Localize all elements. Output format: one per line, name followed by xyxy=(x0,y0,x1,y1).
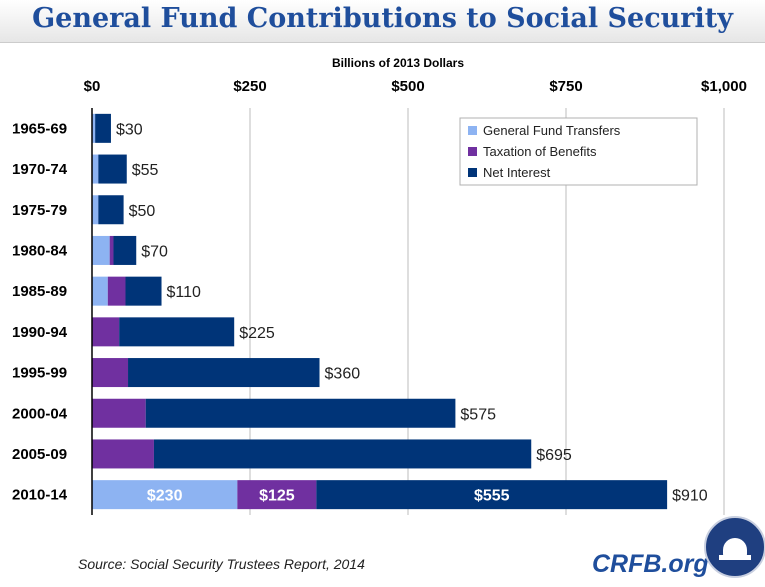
bar-general-fund-transfers xyxy=(92,195,99,225)
bar-net-interest xyxy=(316,480,668,510)
segment-label: $555 xyxy=(474,488,510,505)
segment-label: $125 xyxy=(259,488,295,505)
y-tick-label: 1980-84 xyxy=(12,242,68,259)
y-tick-label: 2000-04 xyxy=(12,405,68,422)
x-tick-label: $0 xyxy=(84,78,101,95)
total-label: $30 xyxy=(116,121,143,138)
y-tick-label: 1970-74 xyxy=(12,161,68,178)
bar-net-interest xyxy=(153,439,532,469)
bar-taxation-of-benefits xyxy=(92,398,146,428)
bar-general-fund-transfers xyxy=(92,154,99,184)
total-label: $910 xyxy=(672,488,708,505)
y-tick-label: 2010-14 xyxy=(12,487,68,504)
total-label: $110 xyxy=(167,284,202,301)
x-axis-label: Billions of 2013 Dollars xyxy=(332,56,464,70)
total-label: $50 xyxy=(129,203,156,220)
x-tick-label: $1,000 xyxy=(701,78,747,95)
bar-net-interest xyxy=(98,154,127,184)
bar-general-fund-transfers xyxy=(92,113,96,143)
bar-net-interest xyxy=(128,358,320,388)
bar-net-interest xyxy=(119,317,235,347)
y-tick-label: 1985-89 xyxy=(12,283,67,300)
legend-swatch xyxy=(468,168,477,177)
bar-net-interest xyxy=(98,195,124,225)
total-label: $360 xyxy=(325,366,361,383)
legend-swatch xyxy=(468,126,477,135)
legend-entry: General Fund Transfers xyxy=(483,123,621,138)
bar-taxation-of-benefits xyxy=(107,276,126,306)
y-tick-label: 1965-69 xyxy=(12,120,67,137)
total-label: $225 xyxy=(239,325,275,342)
brand-logo-text: CRFB.org xyxy=(592,550,709,578)
bar-taxation-of-benefits xyxy=(92,439,154,469)
bar-net-interest xyxy=(113,235,137,265)
total-label: $575 xyxy=(460,406,496,423)
bar-net-interest xyxy=(95,113,111,143)
total-label: $70 xyxy=(141,243,168,260)
total-label: $55 xyxy=(132,162,159,179)
y-tick-label: 1990-94 xyxy=(12,324,68,341)
bar-general-fund-transfers xyxy=(92,480,238,510)
crfb-seal-icon xyxy=(704,516,765,578)
legend-box xyxy=(459,117,698,186)
y-tick-label: 1975-79 xyxy=(12,202,67,219)
legend-swatch xyxy=(468,147,477,156)
bar-general-fund-transfers xyxy=(92,235,110,265)
x-tick-label: $250 xyxy=(233,78,266,95)
chart-title: General Fund Contributions to Social Sec… xyxy=(32,3,733,34)
bar-net-interest xyxy=(125,276,162,306)
bar-general-fund-transfers xyxy=(92,276,108,306)
bar-taxation-of-benefits xyxy=(237,480,317,510)
x-tick-label: $500 xyxy=(391,78,424,95)
legend-entry: Net Interest xyxy=(483,165,551,180)
total-label: $695 xyxy=(536,447,572,464)
segment-label: $230 xyxy=(147,488,183,505)
bar-net-interest xyxy=(145,398,456,428)
title-bar: General Fund Contributions to Social Sec… xyxy=(0,0,765,43)
bar-taxation-of-benefits xyxy=(92,358,129,388)
bar-taxation-of-benefits xyxy=(92,317,120,347)
x-tick-label: $750 xyxy=(549,78,582,95)
bar-taxation-of-benefits xyxy=(109,235,114,265)
y-tick-label: 1995-99 xyxy=(12,365,67,382)
source-note: Source: Social Security Trustees Report,… xyxy=(78,556,365,572)
legend-entry: Taxation of Benefits xyxy=(483,144,597,159)
y-tick-label: 2005-09 xyxy=(12,446,67,463)
